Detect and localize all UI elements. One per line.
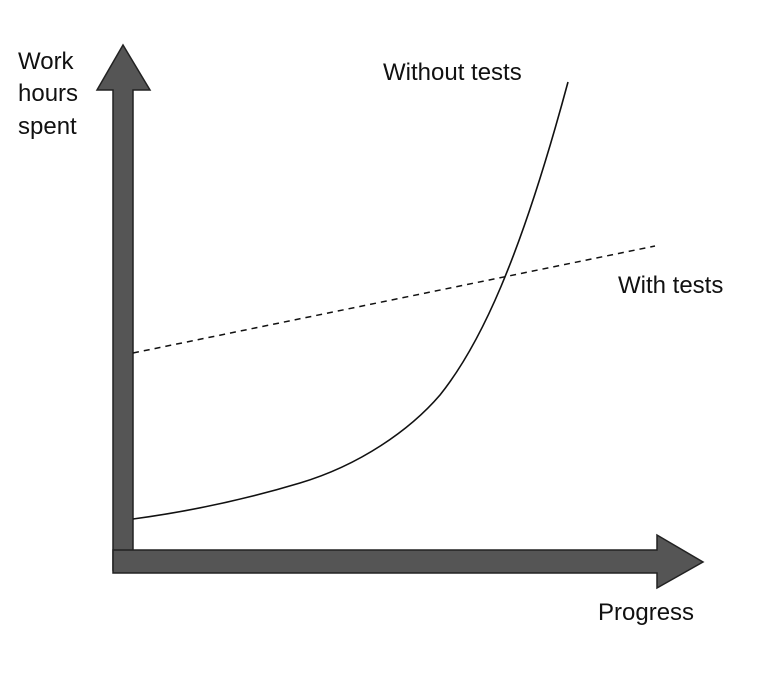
y-axis-arrow	[95, 43, 152, 571]
without-tests-curve	[132, 81, 569, 520]
with-tests-line	[132, 245, 656, 354]
y-axis-label: spent	[18, 113, 77, 140]
y-axis-label: hours	[18, 80, 78, 107]
curve-label: With tests	[618, 272, 723, 299]
x-axis-arrow	[112, 533, 705, 590]
curve-label: Without tests	[383, 59, 522, 86]
y-axis-label: Work	[18, 48, 75, 75]
x-axis-label: Progress	[598, 599, 694, 626]
